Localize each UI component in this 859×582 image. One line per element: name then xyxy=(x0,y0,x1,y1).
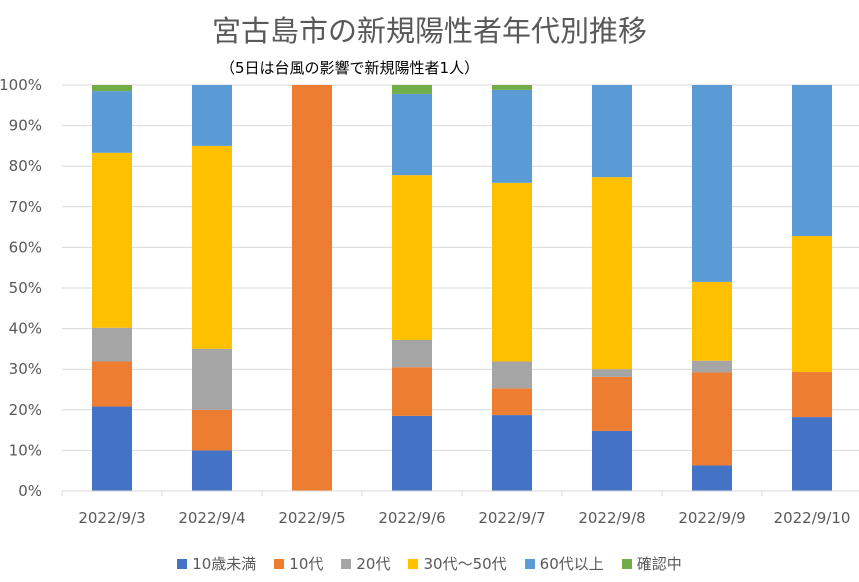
legend: 10歳未満 10代 20代 30代～50代 60代以上 確認中 xyxy=(0,553,859,574)
bar-segment xyxy=(492,89,532,183)
bar-segment xyxy=(192,409,232,451)
bar-segment xyxy=(792,85,832,237)
bar-segment xyxy=(492,182,532,362)
bar-segment xyxy=(492,388,532,416)
bar-segment xyxy=(92,361,132,407)
bar-segment xyxy=(492,85,532,90)
bar-segment xyxy=(392,93,432,176)
chart-subtitle: （5日は台風の影響で新規陽性者1人） xyxy=(220,59,480,77)
bar-segment xyxy=(592,85,632,178)
y-tick-label: 0% xyxy=(18,482,42,500)
x-tick-label: 2022/9/7 xyxy=(478,509,545,527)
legend-swatch xyxy=(524,558,535,569)
bar-segment xyxy=(592,430,632,491)
legend-label: 60代以上 xyxy=(539,555,604,573)
bar-segment xyxy=(192,450,232,491)
bar-segment xyxy=(392,367,432,416)
legend-label: 30代～50代 xyxy=(423,555,507,573)
x-tick-label: 2022/9/6 xyxy=(378,509,445,527)
legend-swatch xyxy=(177,558,188,569)
bar-segment xyxy=(792,417,832,491)
bar-segment xyxy=(692,281,732,361)
y-tick-label: 20% xyxy=(9,401,42,419)
bar-segment xyxy=(92,85,132,92)
legend-item: 30代～50代 xyxy=(408,553,507,574)
bar-segment xyxy=(692,372,732,466)
y-tick-label: 50% xyxy=(9,279,42,297)
x-tick-label: 2022/9/10 xyxy=(774,509,851,527)
bar-segment xyxy=(492,361,532,389)
legend-item: 10代 xyxy=(274,553,323,574)
legend-label: 20代 xyxy=(356,555,391,573)
bar-segment xyxy=(692,465,732,491)
bar-segment xyxy=(392,85,432,94)
x-tick-label: 2022/9/9 xyxy=(678,509,745,527)
legend-label: 10歳未満 xyxy=(192,555,257,573)
bar-segment xyxy=(492,415,532,491)
bar-segment xyxy=(92,91,132,153)
bar-segment xyxy=(92,327,132,362)
y-tick-label: 40% xyxy=(9,320,42,338)
bar-segment xyxy=(592,376,632,431)
y-tick-label: 100% xyxy=(0,76,42,94)
legend-item: 10歳未満 xyxy=(177,553,256,574)
bar-segment xyxy=(292,85,332,491)
bar-segment xyxy=(592,369,632,377)
bar-segment xyxy=(92,152,132,328)
bar-segment xyxy=(92,406,132,491)
x-tick-label: 2022/9/3 xyxy=(78,509,145,527)
bar-segment xyxy=(192,85,232,146)
bar-segment xyxy=(392,339,432,368)
x-tick-label: 2022/9/5 xyxy=(278,509,345,527)
legend-item: 20代 xyxy=(341,553,390,574)
y-tick-label: 60% xyxy=(9,238,42,256)
bar-segment xyxy=(192,145,232,349)
legend-swatch xyxy=(341,558,352,569)
chart-title: 宮古島市の新規陽性者年代別推移 xyxy=(211,14,647,48)
bar-segment xyxy=(592,177,632,370)
bar-segment xyxy=(692,360,732,373)
legend-swatch xyxy=(408,558,419,569)
legend-item: 60代以上 xyxy=(524,553,604,574)
legend-swatch xyxy=(621,558,632,569)
bar-segment xyxy=(792,372,832,418)
legend-item: 確認中 xyxy=(621,553,682,574)
bar-segment xyxy=(392,415,432,491)
bar-segment xyxy=(692,85,732,282)
legend-label: 確認中 xyxy=(636,555,682,573)
bar-segment xyxy=(792,236,832,373)
x-tick-label: 2022/9/4 xyxy=(178,509,245,527)
y-tick-label: 10% xyxy=(9,441,42,459)
x-tick-label: 2022/9/8 xyxy=(578,509,645,527)
bar-segment xyxy=(192,348,232,410)
y-tick-label: 70% xyxy=(9,198,42,216)
y-tick-label: 90% xyxy=(9,117,42,135)
legend-label: 10代 xyxy=(289,555,324,573)
y-tick-label: 80% xyxy=(9,157,42,175)
bar-segment xyxy=(392,175,432,340)
y-tick-label: 30% xyxy=(9,360,42,378)
legend-swatch xyxy=(274,558,285,569)
